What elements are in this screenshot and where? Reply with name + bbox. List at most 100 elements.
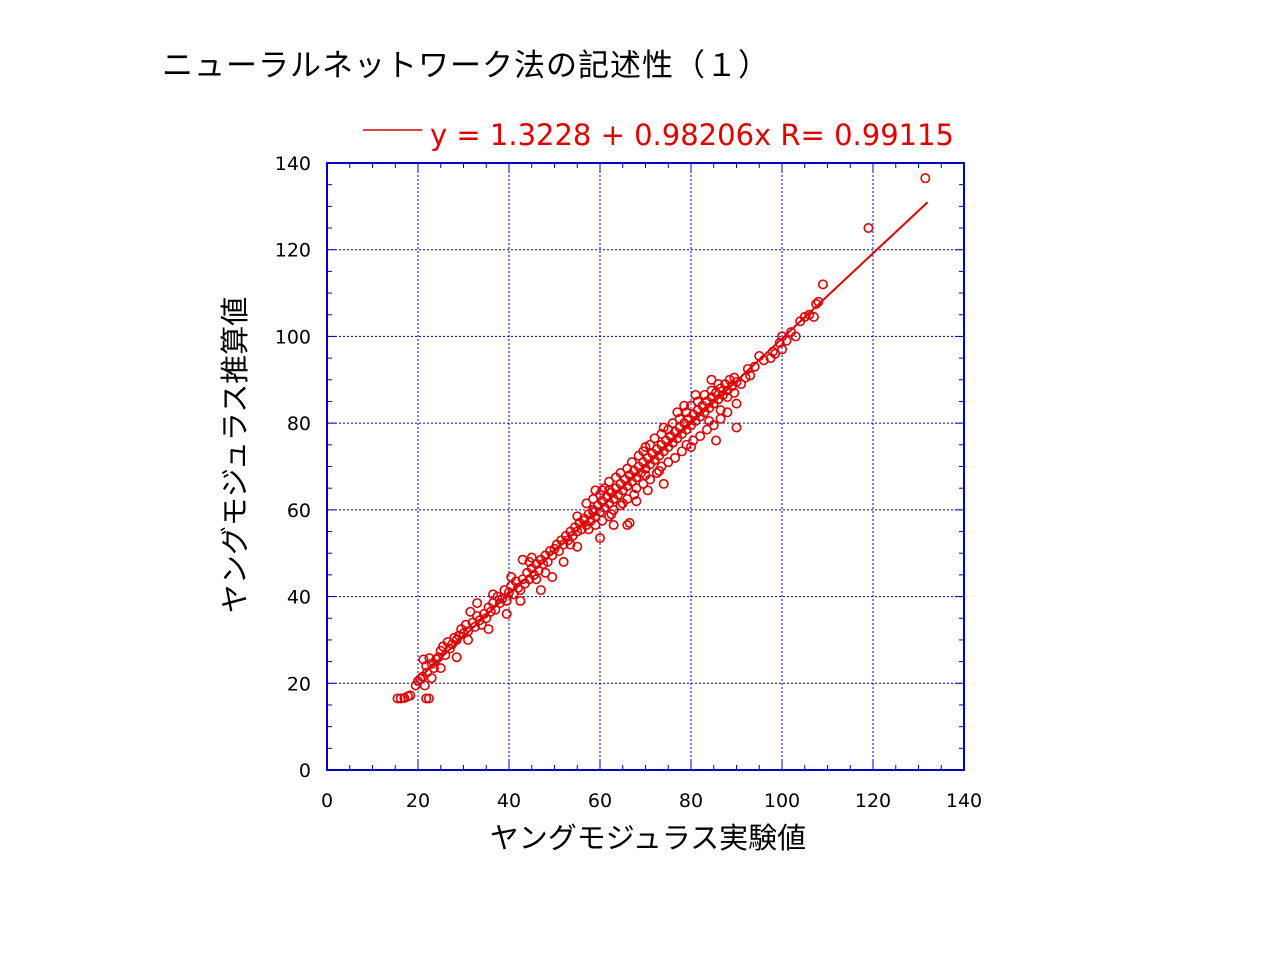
grid-lines (327, 163, 964, 770)
minor-ticks (326, 162, 965, 771)
data-point (670, 452, 681, 463)
data-point (608, 520, 619, 531)
data-point (790, 331, 801, 342)
data-point (572, 541, 583, 552)
data-point (415, 673, 426, 684)
y-tick-label: 20 (287, 673, 311, 695)
data-point (604, 485, 615, 496)
data-point (597, 485, 608, 496)
data-point (672, 407, 683, 418)
data-point (604, 511, 615, 522)
data-point (513, 582, 524, 593)
data-point (629, 489, 640, 500)
y-tick-label: 80 (287, 413, 311, 435)
data-point (626, 457, 637, 468)
regression-line (421, 201, 929, 676)
data-point (488, 589, 499, 600)
x-tick-label: 100 (764, 790, 800, 812)
y-tick-label: 100 (275, 326, 311, 348)
data-point (640, 441, 651, 452)
y-tick-label: 140 (275, 153, 311, 175)
data-point (421, 693, 432, 704)
data-point (615, 468, 626, 479)
data-point (583, 524, 594, 535)
data-point (506, 572, 517, 583)
data-point (692, 396, 703, 407)
data-point (731, 398, 742, 409)
data-point (688, 435, 699, 446)
data-point (774, 337, 785, 348)
data-point (622, 520, 633, 531)
data-point (426, 673, 437, 684)
x-tick-label: 40 (497, 790, 521, 812)
data-point (776, 344, 787, 355)
slide-title: ニューラルネットワーク法の記述性（１） (162, 48, 770, 84)
data-point (704, 415, 715, 426)
data-point (706, 385, 717, 396)
data-point (535, 585, 546, 596)
data-point (517, 554, 528, 565)
data-point (594, 533, 605, 544)
data-point (631, 483, 642, 494)
data-point (531, 574, 542, 585)
y-tick-label: 120 (275, 240, 311, 262)
data-point (472, 598, 483, 609)
data-point (515, 585, 526, 596)
data-point (713, 379, 724, 390)
data-point (649, 433, 660, 444)
data-point (515, 595, 526, 606)
data-point (558, 556, 569, 567)
data-point (676, 446, 687, 457)
data-point (469, 621, 480, 632)
data-point (685, 400, 696, 411)
data-point (654, 465, 665, 476)
data-point (679, 400, 690, 411)
data-point (547, 572, 558, 583)
data-points (392, 173, 931, 704)
data-point (588, 494, 599, 505)
data-point (920, 173, 931, 184)
data-point (658, 422, 669, 433)
data-point (651, 468, 662, 479)
data-point (863, 223, 874, 234)
data-point (745, 370, 756, 381)
data-point (540, 567, 551, 578)
data-point (581, 498, 592, 509)
data-point (440, 650, 451, 661)
x-tick-label: 80 (679, 790, 703, 812)
data-point (524, 556, 535, 567)
data-point (423, 693, 434, 704)
y-tick-label: 0 (299, 760, 311, 782)
x-tick-label: 0 (321, 790, 333, 812)
data-point (418, 654, 429, 665)
y-tick-label: 40 (287, 587, 311, 609)
data-point (640, 470, 651, 481)
data-point (685, 441, 696, 452)
x-tick-label: 120 (855, 790, 891, 812)
data-point (701, 424, 712, 435)
data-point (631, 496, 642, 507)
data-point (463, 634, 474, 645)
data-point (674, 413, 685, 424)
data-point (615, 500, 626, 511)
data-point (729, 387, 740, 398)
data-point (501, 608, 512, 619)
data-point (405, 690, 416, 701)
data-point (451, 652, 462, 663)
data-point (392, 693, 403, 704)
data-point (656, 428, 667, 439)
x-tick-label: 60 (588, 790, 612, 812)
data-point (622, 463, 633, 474)
data-point (715, 413, 726, 424)
data-point (547, 550, 558, 561)
data-point (663, 457, 674, 468)
data-point (690, 389, 701, 400)
data-point (606, 509, 617, 520)
data-point (667, 418, 678, 429)
data-point (597, 515, 608, 526)
y-axis-title: ヤングモジュラス推算値 (218, 297, 252, 613)
x-tick-label: 140 (946, 790, 982, 812)
data-point (799, 311, 810, 322)
data-point (572, 511, 583, 522)
